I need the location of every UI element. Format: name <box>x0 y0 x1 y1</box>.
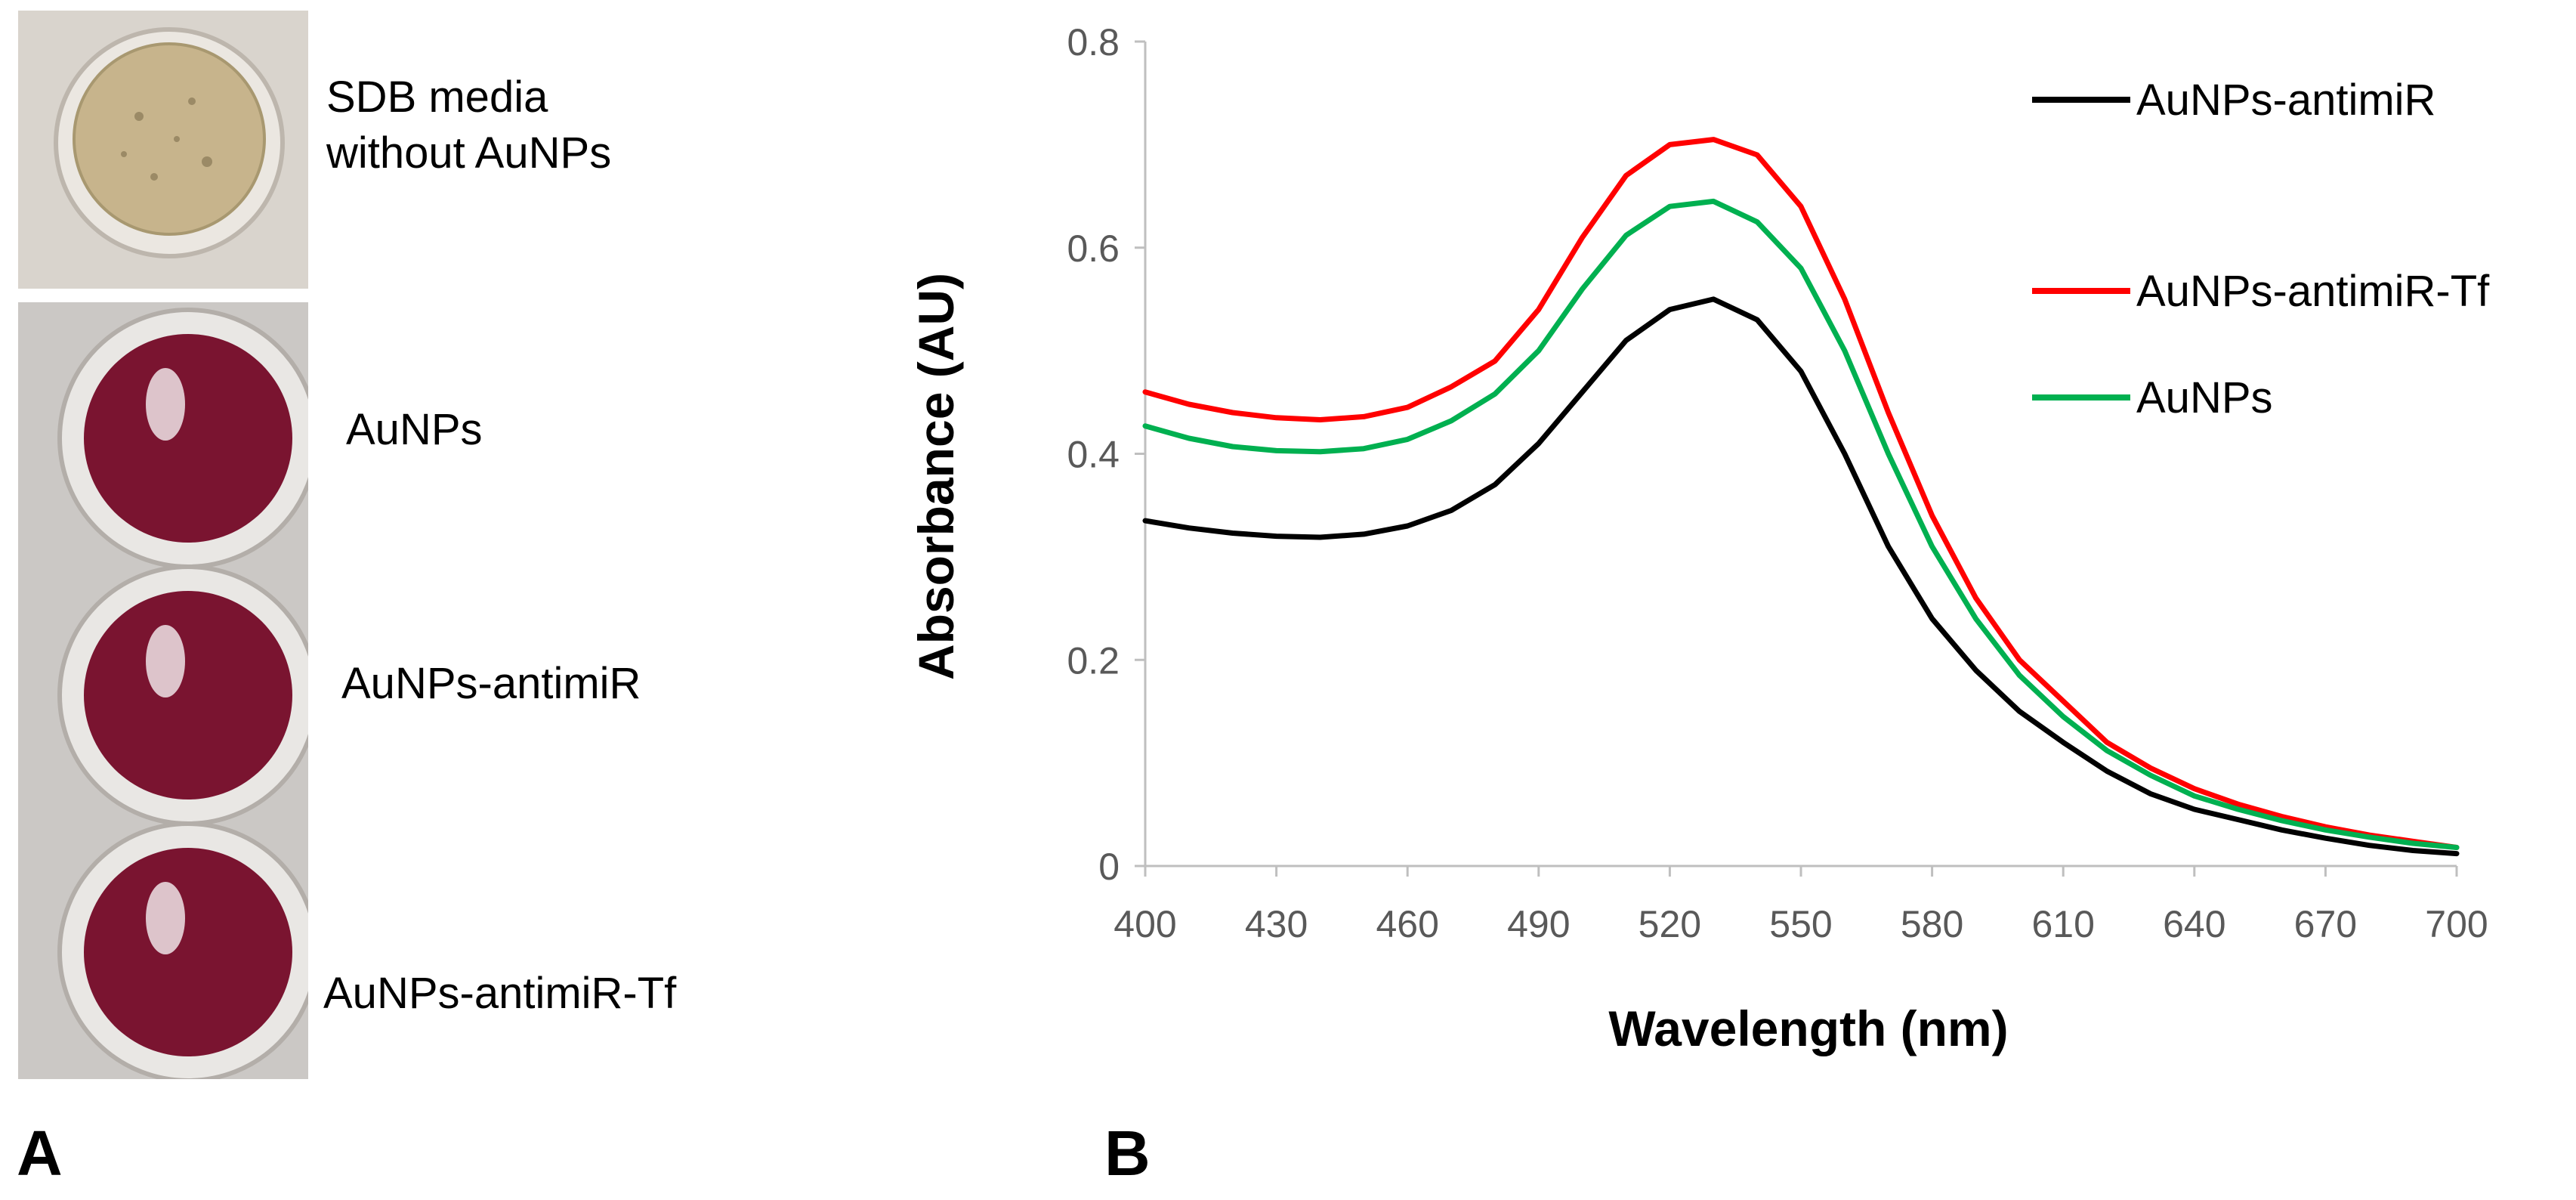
x-axis-label: Wavelength (nm) <box>1608 1001 2008 1056</box>
x-tick-label: 610 <box>2031 903 2094 945</box>
y-tick-label: 0.8 <box>1067 21 1120 63</box>
y-tick-label: 0.6 <box>1067 227 1120 270</box>
x-tick-label: 400 <box>1113 903 1176 945</box>
x-tick-label: 430 <box>1245 903 1308 945</box>
label-aunps-antimir-tf: AuNPs-antimiR-Tf <box>323 969 677 1018</box>
label-aunps-antimir: AuNPs-antimiR <box>341 659 641 708</box>
chart-axes: 0 0.2 0.4 0.6 0.8 400 430 460 490 520 550 580 610 640… <box>908 21 2488 1056</box>
sdb-media-well-photo <box>18 11 308 289</box>
absorbance-chart: 0 0.2 0.4 0.6 0.8 400 430 460 490 520 550 580 610 640… <box>891 0 2576 1196</box>
panel-letter-b: B <box>1104 1118 1151 1189</box>
series-line-1 <box>1142 137 2460 850</box>
y-tick-label: 0.2 <box>1067 639 1120 682</box>
label-sdb-line1: SDB media <box>326 73 548 122</box>
panel-letter-a: A <box>17 1118 63 1189</box>
panel-a: SDB media without AuNPs AuNPs AuNPs-anti… <box>0 0 1058 1196</box>
x-tick-label: 580 <box>1901 903 1963 945</box>
x-tick-label: 670 <box>2294 903 2357 945</box>
legend-label-2: AuNPs <box>2136 373 2273 422</box>
x-tick-label: 640 <box>2163 903 2225 945</box>
y-tick-label: 0 <box>1098 846 1120 888</box>
y-tick-label: 0.4 <box>1067 434 1120 476</box>
chart-legend: AuNPs-antimiR AuNPs-antimiR-Tf AuNPs <box>2032 76 2490 422</box>
series-line-0 <box>1142 296 2460 857</box>
label-aunps: AuNPs <box>346 405 483 454</box>
x-tick-label: 550 <box>1769 903 1832 945</box>
x-tick-label: 700 <box>2425 903 2488 945</box>
x-tick-label: 460 <box>1376 903 1438 945</box>
well-aunps <box>57 308 308 569</box>
label-sdb-media: SDB media without AuNPs <box>326 70 611 181</box>
series-line-2 <box>1142 198 2460 850</box>
x-tick-label: 490 <box>1507 903 1570 945</box>
nanoparticle-wells-photo <box>18 302 308 1079</box>
well-aunps-antimir <box>57 564 308 826</box>
well-aunps-antimir-tf <box>57 821 308 1079</box>
chart-svg: 0 0.2 0.4 0.6 0.8 400 430 460 490 520 550 580 610 640… <box>908 21 2490 1056</box>
y-axis-label: Absorbance (AU) <box>908 273 964 680</box>
legend-label-1: AuNPs-antimiR-Tf <box>2136 267 2490 316</box>
x-tick-label: 520 <box>1639 903 1701 945</box>
legend-label-0: AuNPs-antimiR <box>2136 76 2435 125</box>
chart-series <box>1142 137 2460 857</box>
label-sdb-line2: without AuNPs <box>326 128 612 178</box>
